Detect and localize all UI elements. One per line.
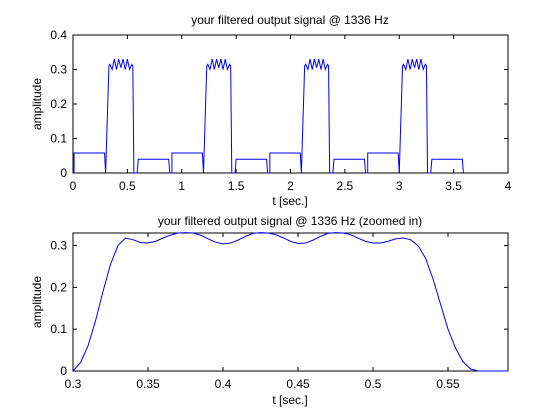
top-x-tick-label: 0 bbox=[70, 179, 77, 193]
top-subplot: your filtered output signal @ 1336 Hz 00… bbox=[30, 13, 512, 208]
top-x-tick-label: 3.5 bbox=[445, 179, 462, 193]
top-x-tick-label: 2 bbox=[287, 179, 294, 193]
top-x-tick-label: 4 bbox=[505, 179, 512, 193]
bottom-x-ticks: 0.3 0.35 0.4 0.45 0.5 0.55 bbox=[65, 233, 460, 391]
bottom-x-tick-label: 0.5 bbox=[365, 377, 382, 391]
bottom-chart-title: your filtered output signal @ 1336 Hz (z… bbox=[158, 214, 422, 228]
top-y-tick-label: 0.3 bbox=[50, 63, 67, 77]
bottom-y-tick-label: 0.3 bbox=[50, 239, 67, 253]
top-plot-area bbox=[72, 34, 509, 174]
top-x-axis-label: t [sec.] bbox=[272, 194, 307, 208]
bottom-signal-line bbox=[72, 232, 508, 372]
top-x-tick-label: 1.5 bbox=[228, 179, 245, 193]
bottom-x-tick-label: 0.55 bbox=[436, 377, 460, 391]
bottom-x-axis-label: t [sec.] bbox=[272, 393, 307, 407]
bottom-x-tick-label: 0.45 bbox=[286, 377, 310, 391]
top-y-tick-label: 0.2 bbox=[50, 97, 67, 111]
top-y-axis-label: amplitude bbox=[30, 78, 44, 130]
bottom-subplot: your filtered output signal @ 1336 Hz (z… bbox=[30, 214, 509, 407]
top-y-tick-label: 0.1 bbox=[50, 132, 67, 146]
top-x-tick-label: 0.5 bbox=[119, 179, 136, 193]
top-y-tick-label: 0.4 bbox=[50, 28, 67, 42]
bottom-plot-area bbox=[72, 232, 509, 372]
bottom-y-tick-label: 0.1 bbox=[50, 322, 67, 336]
top-x-tick-label: 3 bbox=[396, 179, 403, 193]
bottom-x-tick-label: 0.4 bbox=[215, 377, 232, 391]
bottom-x-tick-label: 0.35 bbox=[136, 377, 160, 391]
top-y-tick-label: 0 bbox=[60, 166, 67, 180]
top-x-ticks: 0 0.5 1 1.5 2 2.5 3 3.5 4 bbox=[70, 35, 512, 193]
bottom-x-tick-label: 0.3 bbox=[65, 377, 82, 391]
bottom-y-axis-label: amplitude bbox=[30, 276, 44, 328]
top-x-tick-label: 2.5 bbox=[337, 179, 354, 193]
top-x-tick-label: 1 bbox=[178, 179, 185, 193]
bottom-y-ticks: 0 0.1 0.2 0.3 bbox=[50, 239, 508, 378]
bottom-y-tick-label: 0 bbox=[60, 364, 67, 378]
top-signal-line bbox=[73, 59, 464, 174]
top-chart-title: your filtered output signal @ 1336 Hz bbox=[191, 13, 389, 27]
bottom-y-tick-label: 0.2 bbox=[50, 280, 67, 294]
top-y-ticks: 0 0.1 0.2 0.3 0.4 bbox=[50, 28, 508, 180]
